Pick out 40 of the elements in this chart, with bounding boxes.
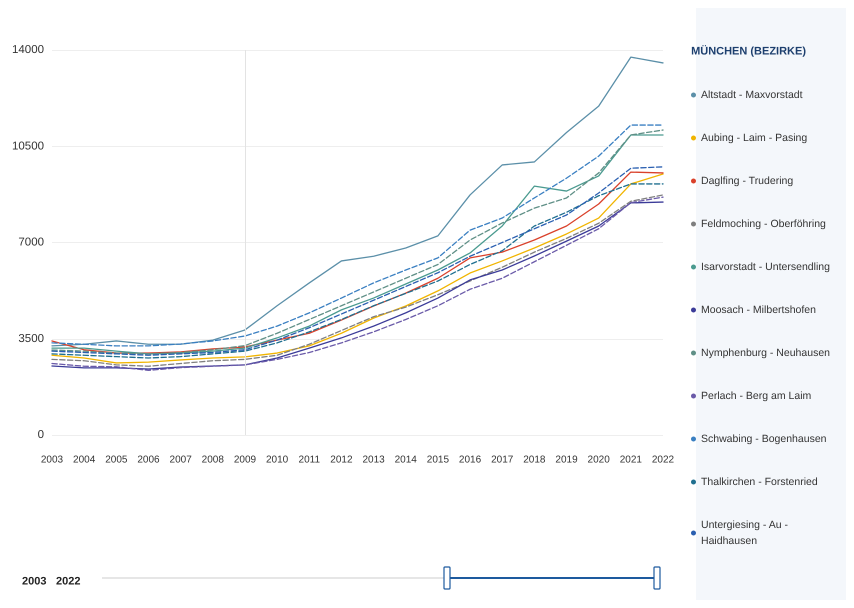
x-tick-label: 2021 [620, 454, 642, 466]
text: 2022 [56, 576, 80, 588]
legend-label: Untergiesing - Au - Haidhausen [701, 519, 791, 547]
x-tick-label: 2019 [555, 454, 578, 466]
y-tick-label: 3500 [18, 332, 44, 345]
y-tick-label: 0 [38, 429, 44, 441]
legend-label: Perlach - Berg am Laim [701, 390, 812, 402]
x-tick-label: 2012 [330, 454, 353, 466]
x-tick-label: 2004 [73, 454, 96, 466]
x-tick-label: 2005 [105, 454, 128, 466]
legend-label: Altstadt - Maxvorstadt [701, 89, 803, 101]
x-tick-label: 2020 [588, 454, 610, 466]
legend-label: Nymphenburg - Neuhausen [701, 347, 830, 359]
text: 2003 [22, 576, 46, 588]
y-tick-label: 7000 [18, 236, 44, 248]
x-tick-label: 2006 [137, 454, 160, 466]
x-tick-label: 2008 [202, 454, 224, 466]
legend-label: Schwabing - Bogenhausen [701, 433, 827, 445]
x-tick-label: 2003 [40, 454, 64, 466]
legend-label: Moosach - Milbertshofen [701, 304, 816, 316]
x-tick-label: 2009 [234, 454, 257, 466]
x-tick-label: 2015 [426, 454, 450, 466]
legend-title: MÜNCHEN (BEZIRKE) [691, 44, 806, 58]
legend-label: Thalkirchen - Forstenried [701, 476, 818, 488]
x-tick-label: 2007 [170, 454, 192, 466]
legend-label: Feldmoching - Oberföhring [701, 218, 826, 230]
legend-label: Isarvorstadt - Untersendling [701, 261, 830, 273]
legend-label: Aubing - Laim - Pasing [701, 132, 808, 144]
line-series [51, 56, 664, 347]
x-tick-label: 2013 [362, 454, 386, 466]
x-tick-label: 2018 [523, 454, 546, 466]
x-tick-label: 2016 [458, 454, 482, 466]
x-tick-label: 2014 [394, 454, 418, 466]
x-tick-label: 2010 [266, 454, 289, 466]
x-tick-label: 2017 [491, 454, 514, 466]
y-tick-label: 14000 [12, 44, 44, 56]
legend-label: Daglfing - Trudering [701, 175, 794, 187]
y-tick-label: 10500 [12, 140, 44, 152]
x-tick-label: 2022 [652, 454, 675, 466]
x-tick-label: 2011 [298, 454, 320, 466]
